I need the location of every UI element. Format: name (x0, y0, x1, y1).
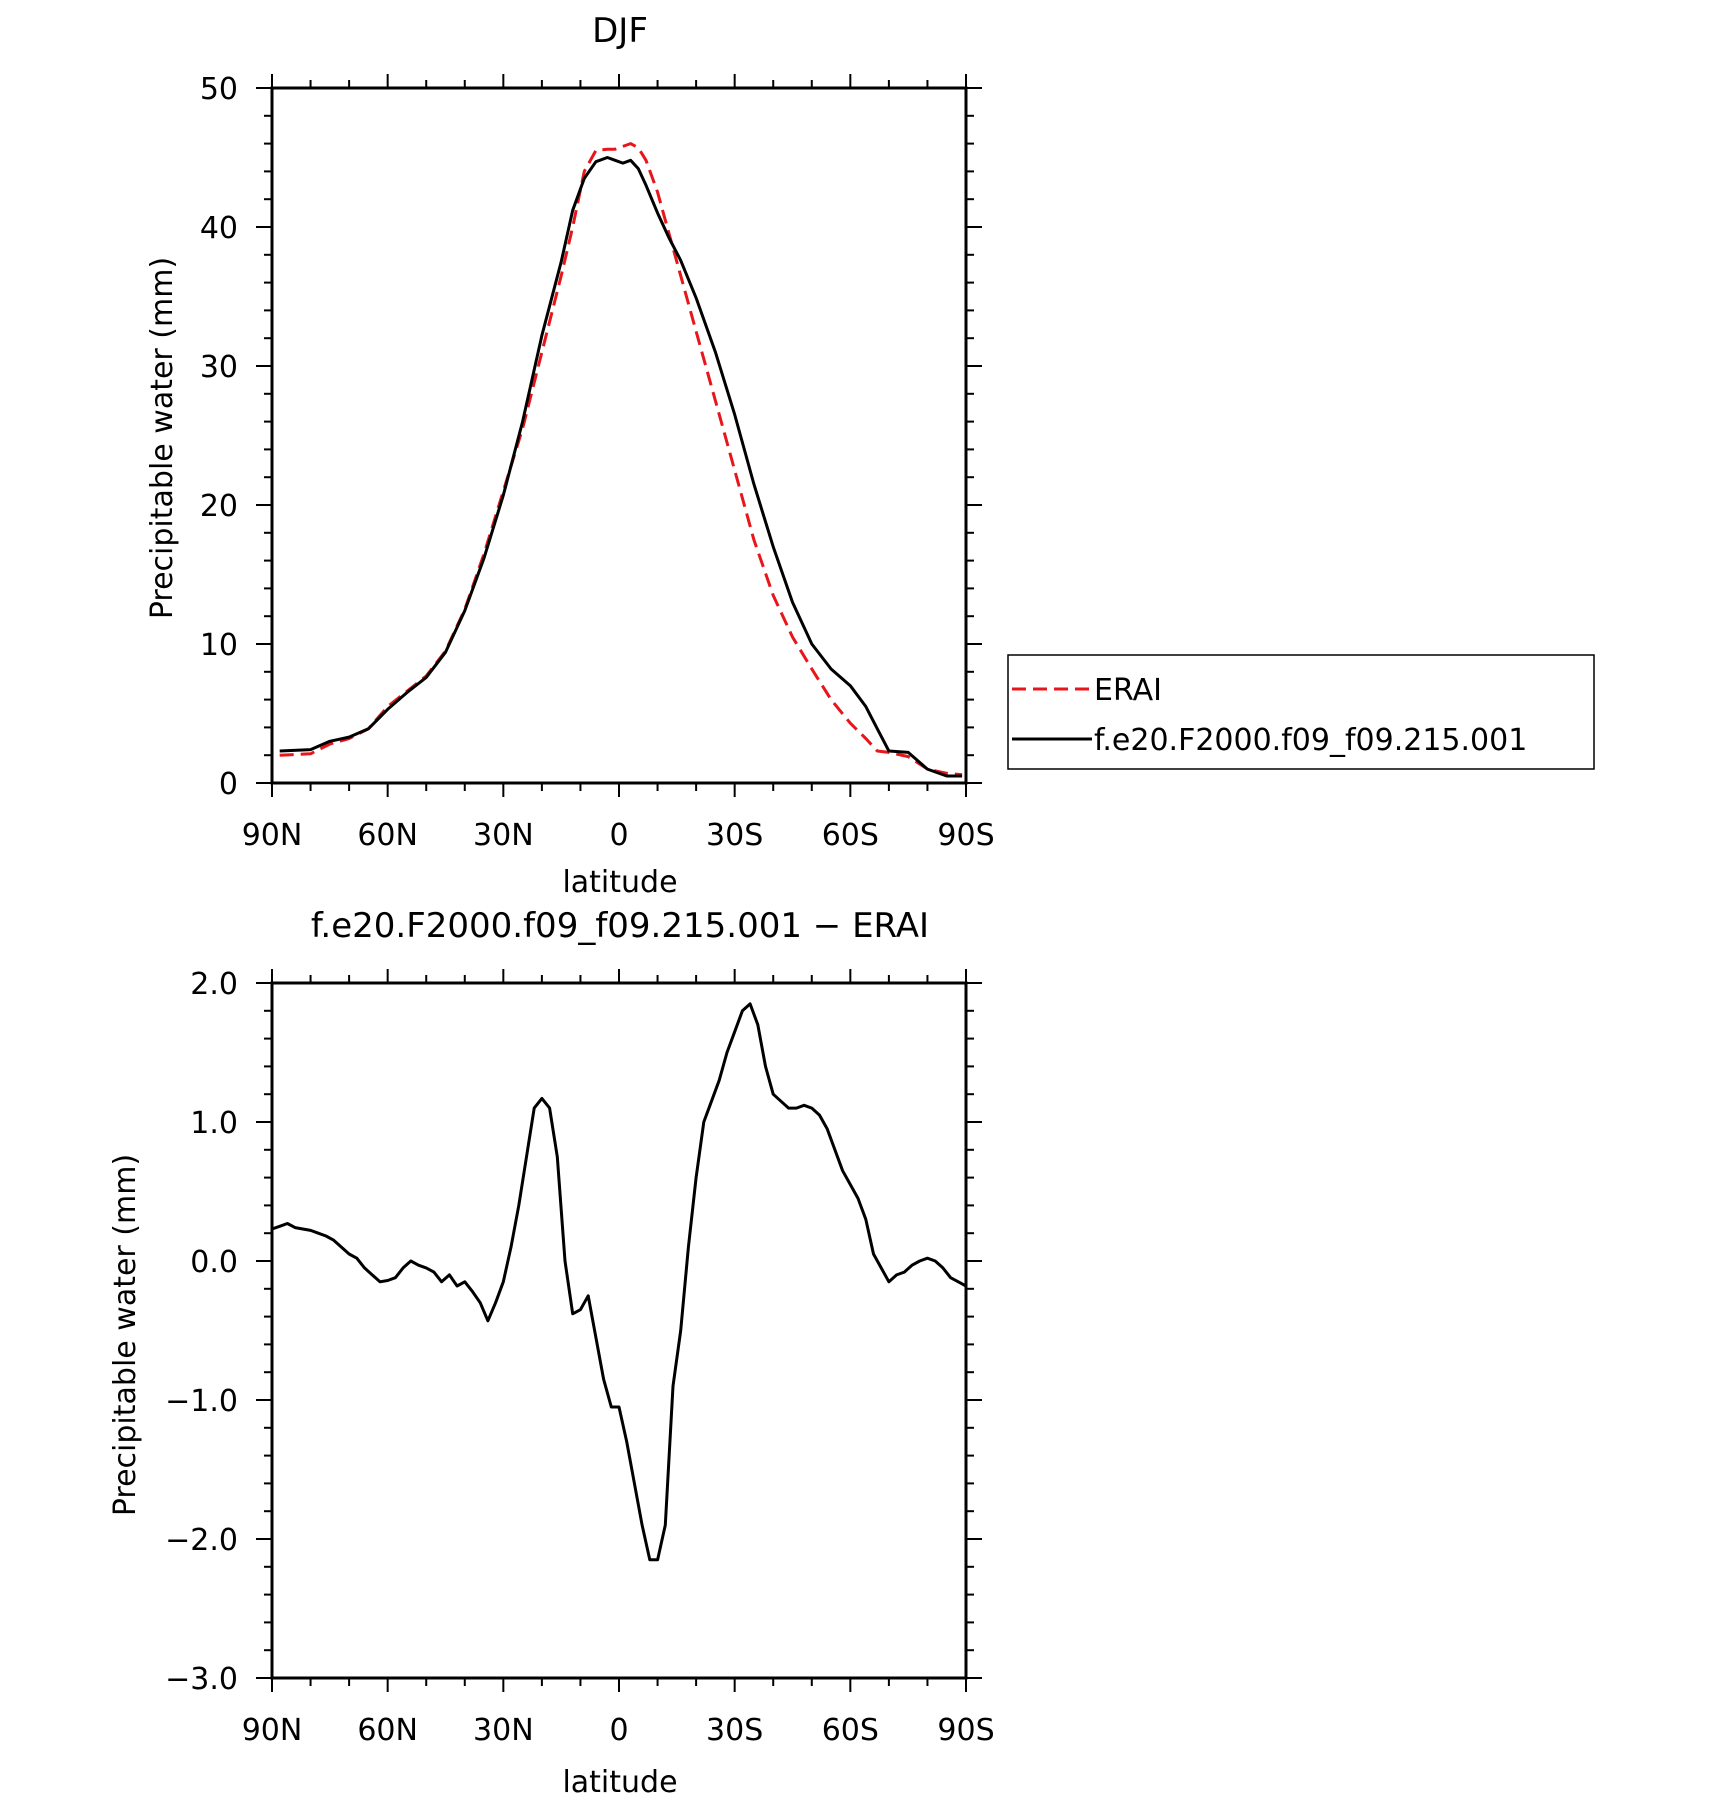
x-tick-label: 90N (242, 818, 303, 853)
bottom-panel: f.e20.F2000.f09_f09.215.001 − ERAI Preci… (108, 906, 995, 1800)
x-tick-label: 90S (937, 818, 994, 853)
x-tick-label: 0 (609, 818, 628, 853)
y-tick-label: 50 (200, 72, 238, 107)
x-tick-label: 60S (822, 818, 879, 853)
legend-box (1007, 654, 1595, 770)
x-tick-label: 30S (706, 818, 763, 853)
series-line-1 (279, 142, 963, 777)
series-line-1 (271, 1002, 967, 1562)
data-lines (271, 1002, 967, 1562)
x-tick-label: 30S (706, 1713, 763, 1748)
top-panel: DJF Precipitable water (mm) latitude 90N… (145, 11, 1595, 900)
tick-marks (256, 74, 982, 797)
y-tick-label: 10 (200, 628, 238, 663)
y-tick-label: −3.0 (165, 1662, 238, 1697)
y-tick-label: −1.0 (165, 1384, 238, 1419)
x-tick-label: 90N (242, 1713, 303, 1748)
y-axis-label: Precipitable water (mm) (145, 257, 180, 619)
plot-frame (270, 981, 968, 1680)
y-tick-label: 0.0 (190, 1245, 238, 1280)
legend-label-erai: ERAI (1094, 673, 1162, 708)
y-tick-label: −2.0 (165, 1523, 238, 1558)
y-tick-label: 0 (219, 767, 238, 802)
x-tick-label: 60N (357, 1713, 418, 1748)
x-axis-label: latitude (562, 865, 677, 900)
data-lines (279, 142, 963, 778)
y-tick-label: 20 (200, 489, 238, 524)
legend-label-model: f.e20.F2000.f09_f09.215.001 (1094, 723, 1527, 758)
x-tick-label: 30N (473, 1713, 534, 1748)
plot-frame (270, 86, 968, 785)
x-tick-label: 90S (937, 1713, 994, 1748)
y-tick-label: 2.0 (190, 967, 238, 1002)
x-tick-label: 60S (822, 1713, 879, 1748)
y-axis-label: Precipitable water (mm) (108, 1154, 143, 1516)
legend: ERAI f.e20.F2000.f09_f09.215.001 (1007, 654, 1595, 770)
chart-title: f.e20.F2000.f09_f09.215.001 − ERAI (311, 906, 929, 946)
x-tick-label: 30N (473, 818, 534, 853)
y-tick-label: 40 (200, 211, 238, 246)
y-tick-label: 1.0 (190, 1106, 238, 1141)
series-line-2 (279, 156, 963, 778)
tick-labels: 90N 60N 30N 0 30S 60S 90S −3.0 −2.0 −1.0 0.0 1.0 2.0 (165, 967, 994, 1748)
x-tick-label: 60N (357, 818, 418, 853)
y-tick-label: 30 (200, 350, 238, 385)
x-axis-label: latitude (562, 1765, 677, 1800)
x-tick-label: 0 (609, 1713, 628, 1748)
chart-title: DJF (592, 11, 648, 51)
tick-marks (256, 969, 982, 1692)
tick-labels: 90N 60N 30N 0 30S 60S 90S 0 10 20 30 40 50 (200, 72, 995, 853)
